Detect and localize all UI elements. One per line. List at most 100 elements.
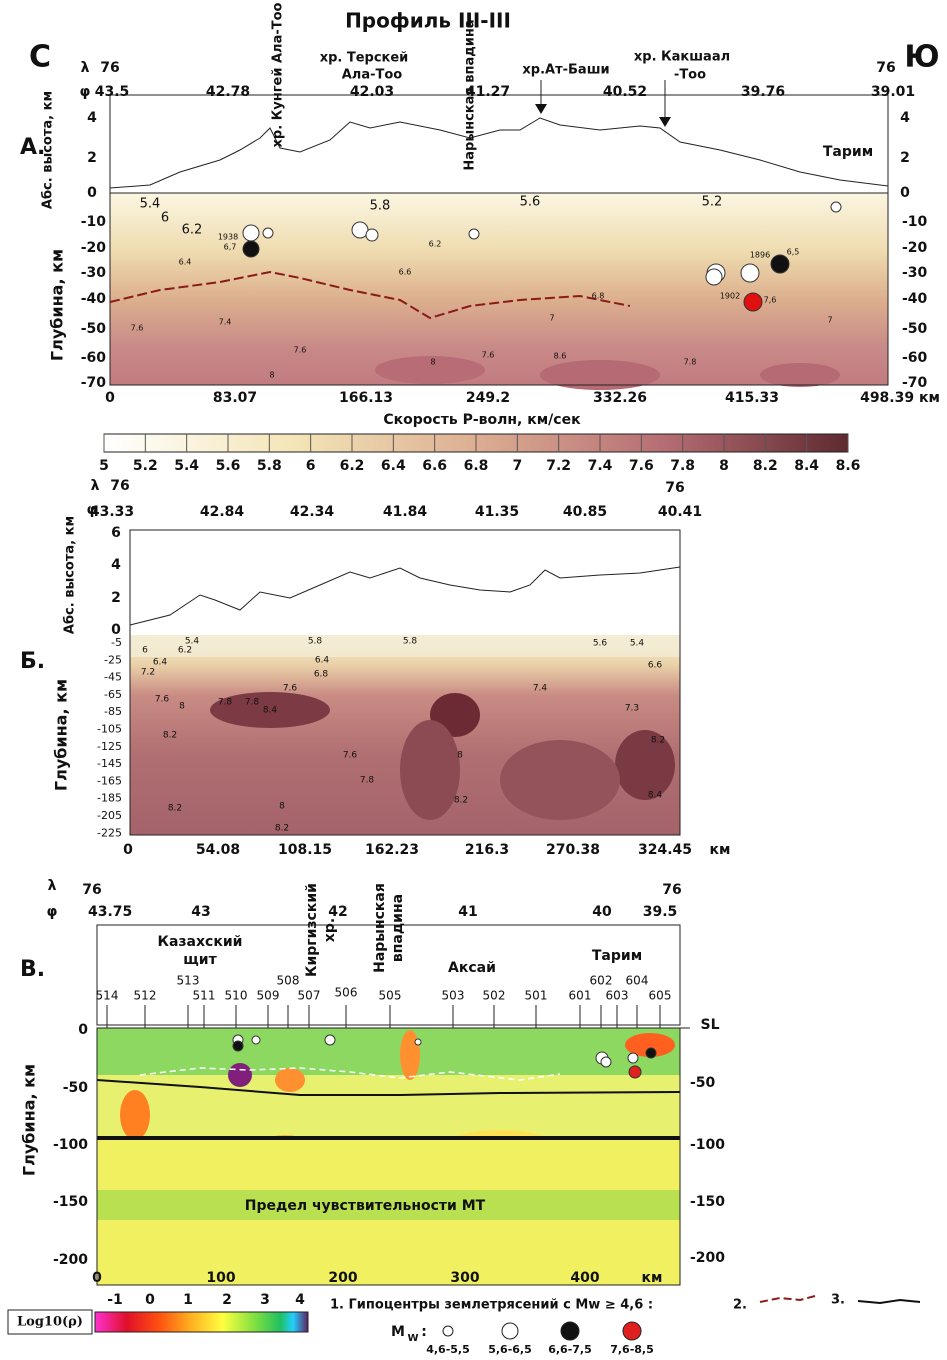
station-label: 603 bbox=[606, 989, 629, 1003]
depth-tick: -45 bbox=[104, 671, 122, 684]
anomaly bbox=[540, 360, 660, 390]
colorbar-tick-label: 6 bbox=[306, 458, 316, 474]
depth-tick: -100 bbox=[690, 1137, 725, 1153]
legend-item: 1. Гипоцентры землетрясений с Mw ≥ 4,6 : bbox=[330, 1298, 653, 1313]
contour-label: 5.8 bbox=[308, 637, 323, 647]
distance-tick: 200 bbox=[328, 1270, 357, 1286]
anomaly bbox=[625, 1033, 675, 1057]
depth-tick: -10 bbox=[81, 214, 107, 230]
lambda-value: 76 bbox=[100, 60, 119, 76]
axis-label: Абс. высота, км bbox=[41, 91, 56, 209]
depth-tick: -200 bbox=[690, 1250, 725, 1266]
station-label: 508 bbox=[277, 974, 300, 988]
contour-label: 5.6 bbox=[520, 195, 541, 210]
depth-tick: -165 bbox=[97, 774, 122, 787]
range-label: хр. Какшаал bbox=[634, 50, 730, 65]
lat-tick: 42.84 bbox=[200, 504, 245, 520]
contour-label: 7 bbox=[827, 316, 832, 325]
lat-tick: 43.5 bbox=[95, 84, 130, 100]
colorbar-tick-label: 6.2 bbox=[340, 458, 365, 474]
station-label: 601 bbox=[569, 989, 592, 1003]
contour-label: 7.4 bbox=[219, 318, 232, 327]
station-label: 506 bbox=[335, 986, 358, 1000]
contour-label: 6.2 bbox=[182, 223, 203, 238]
distance-tick: 400 bbox=[570, 1270, 599, 1286]
contour-label: 7.8 bbox=[360, 776, 375, 786]
depth-tick: -50 bbox=[63, 1080, 89, 1096]
region-label: впадина bbox=[390, 894, 406, 962]
range-label: -Тоо bbox=[674, 68, 706, 83]
contour-label: 5.2 bbox=[702, 195, 723, 210]
lat-tick: 39.76 bbox=[741, 84, 785, 100]
lambda-value: 76 bbox=[110, 478, 129, 494]
region-box bbox=[96, 924, 681, 1026]
colorbar-title: Log10(ρ) bbox=[17, 1315, 83, 1330]
colorbar-tick-label: 5.8 bbox=[257, 458, 282, 474]
height-tick: 0 bbox=[900, 185, 910, 201]
event-label: 1896 bbox=[750, 251, 770, 260]
depth-tick: -30 bbox=[902, 265, 928, 281]
lat-tick: 43.33 bbox=[90, 504, 134, 520]
lambda: λ bbox=[81, 60, 90, 76]
legend-item: 2. bbox=[733, 1298, 747, 1313]
contour-label: 7.8 bbox=[218, 698, 233, 708]
distance-tick: 498.39 км bbox=[860, 390, 940, 406]
lat-tick: 40.52 bbox=[603, 84, 647, 100]
station-label: 514 bbox=[96, 989, 119, 1003]
contour-label: 7.6 bbox=[482, 351, 495, 360]
lambda-value: 76 bbox=[82, 882, 101, 898]
height-tick: 0 bbox=[111, 622, 121, 638]
region-label: щит bbox=[183, 952, 217, 968]
upper-layer bbox=[130, 635, 680, 657]
range-label: хр. Терскей bbox=[320, 51, 409, 66]
depth-tick: -5 bbox=[111, 636, 122, 649]
depth-tick: -65 bbox=[104, 688, 122, 701]
lat-tick: 39.5 bbox=[643, 904, 678, 920]
topography bbox=[129, 566, 681, 626]
colorbar-tick-label: 2 bbox=[222, 1292, 232, 1308]
colorbar-tick-label: 5.6 bbox=[216, 458, 241, 474]
lat-tick: 43 bbox=[191, 904, 210, 920]
station-label: 602 bbox=[590, 974, 613, 988]
colorbar-title: Скорость Р-волн, км/сек bbox=[383, 412, 581, 428]
contour-label: 7.6 bbox=[131, 324, 144, 333]
earthquakes bbox=[232, 1034, 657, 1079]
lat-tick: 39.01 bbox=[871, 84, 915, 100]
lambda-value: 76 bbox=[662, 882, 681, 898]
depth-tick: -185 bbox=[97, 792, 122, 805]
depth-tick: -40 bbox=[81, 291, 107, 307]
distance-unit: км bbox=[642, 1270, 663, 1286]
legend-mw-sub: W bbox=[407, 1333, 418, 1344]
phi: φ bbox=[80, 84, 91, 100]
station-label: 501 bbox=[525, 989, 548, 1003]
height-tick: 2 bbox=[111, 590, 121, 606]
arrow-head bbox=[659, 117, 671, 127]
distance-tick: 270.38 bbox=[546, 842, 600, 858]
insensitive-band bbox=[97, 1190, 680, 1220]
event-label: 6,7 bbox=[224, 243, 237, 252]
contour-label: 6.2 bbox=[429, 240, 442, 249]
distance-tick: 100 bbox=[206, 1270, 235, 1286]
panel-letter: В. bbox=[20, 957, 45, 982]
contour-label: 7 bbox=[549, 314, 554, 323]
contour-label: 6.4 bbox=[315, 656, 330, 666]
axis-label: Глубина, км bbox=[20, 1064, 39, 1176]
depth-tick: -70 bbox=[81, 375, 107, 391]
anomaly bbox=[400, 1030, 420, 1080]
height-tick: 6 bbox=[111, 525, 121, 541]
frame bbox=[109, 94, 889, 386]
depth-tick: -105 bbox=[97, 723, 122, 736]
resistivity-colorbar bbox=[94, 1311, 309, 1333]
contour-label: 7.4 bbox=[533, 684, 548, 694]
lat-tick: 42.78 bbox=[206, 84, 250, 100]
colorbar-tick-label: 7.2 bbox=[546, 458, 571, 474]
colorbar-tick-label: 5.2 bbox=[133, 458, 158, 474]
lambda: λ bbox=[48, 878, 57, 894]
title: Профиль III-III bbox=[345, 9, 511, 33]
range-label: Нарынская впадина bbox=[463, 19, 478, 170]
contour-label: 7.6 bbox=[343, 751, 358, 761]
sea-level-label: SL bbox=[700, 1017, 719, 1033]
depth-tick: -85 bbox=[104, 705, 122, 718]
contour-label: 8.2 bbox=[454, 796, 468, 806]
